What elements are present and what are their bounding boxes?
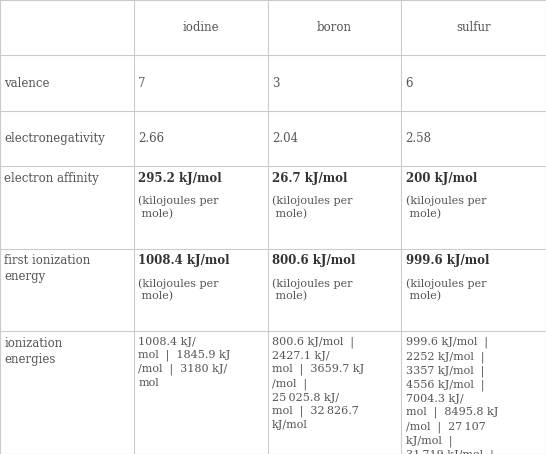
Text: 1008.4 kJ/
mol  |  1845.9 kJ
/mol  |  3180 kJ/
mol: 1008.4 kJ/ mol | 1845.9 kJ /mol | 3180 k… [138, 337, 230, 388]
Text: valence: valence [4, 77, 50, 89]
Text: 999.6 kJ/mol  |
2252 kJ/mol  |
3357 kJ/mol  |
4556 kJ/mol  |
7004.3 kJ/
mol  |  : 999.6 kJ/mol | 2252 kJ/mol | 3357 kJ/mol… [406, 337, 498, 454]
Text: 1008.4 kJ/mol: 1008.4 kJ/mol [138, 254, 230, 267]
Text: 26.7 kJ/mol: 26.7 kJ/mol [272, 172, 347, 185]
Text: (kilojoules per
 mole): (kilojoules per mole) [272, 278, 352, 301]
Text: 2.04: 2.04 [272, 132, 298, 145]
Text: boron: boron [317, 21, 352, 34]
Text: (kilojoules per
 mole): (kilojoules per mole) [406, 195, 486, 219]
Text: 2.58: 2.58 [406, 132, 432, 145]
Text: 295.2 kJ/mol: 295.2 kJ/mol [138, 172, 222, 185]
Text: (kilojoules per
 mole): (kilojoules per mole) [272, 195, 352, 219]
Text: 7: 7 [138, 77, 146, 89]
Text: electron affinity: electron affinity [4, 172, 99, 185]
Text: 3: 3 [272, 77, 280, 89]
Text: electronegativity: electronegativity [4, 132, 105, 145]
Text: 2.66: 2.66 [138, 132, 164, 145]
Text: ionization
energies: ionization energies [4, 337, 63, 366]
Text: (kilojoules per
 mole): (kilojoules per mole) [138, 278, 218, 301]
Text: 800.6 kJ/mol  |
2427.1 kJ/
mol  |  3659.7 kJ
/mol  |
25 025.8 kJ/
mol  |  32 826: 800.6 kJ/mol | 2427.1 kJ/ mol | 3659.7 k… [272, 337, 364, 429]
Text: sulfur: sulfur [456, 21, 491, 34]
Text: (kilojoules per
 mole): (kilojoules per mole) [138, 195, 218, 219]
Text: 999.6 kJ/mol: 999.6 kJ/mol [406, 254, 489, 267]
Text: (kilojoules per
 mole): (kilojoules per mole) [406, 278, 486, 301]
Text: 200 kJ/mol: 200 kJ/mol [406, 172, 477, 185]
Text: 6: 6 [406, 77, 413, 89]
Text: first ionization
energy: first ionization energy [4, 254, 91, 283]
Text: iodine: iodine [182, 21, 219, 34]
Text: 800.6 kJ/mol: 800.6 kJ/mol [272, 254, 355, 267]
